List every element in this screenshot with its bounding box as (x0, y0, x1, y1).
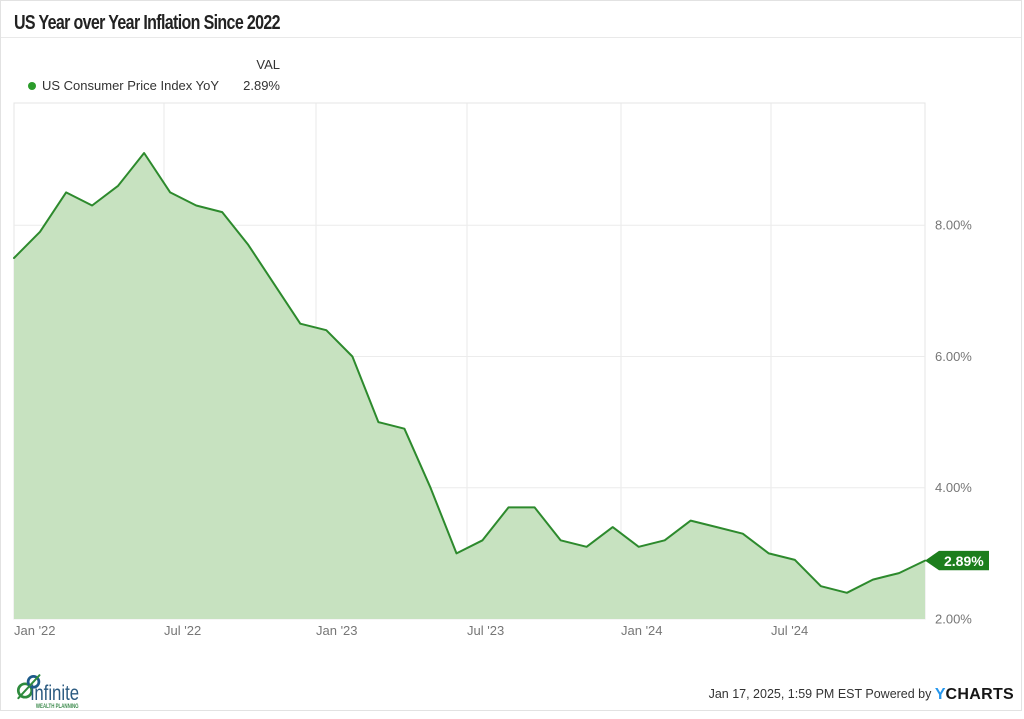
svg-text:2.00%: 2.00% (935, 611, 972, 626)
svg-text:infinite: infinite (31, 682, 80, 705)
svg-text:Jul '22: Jul '22 (164, 623, 201, 638)
svg-text:Jan '22: Jan '22 (14, 623, 56, 638)
svg-text:6.00%: 6.00% (935, 349, 972, 364)
svg-text:4.00%: 4.00% (935, 480, 972, 495)
svg-text:8.00%: 8.00% (935, 218, 972, 233)
svg-text:Jan '23: Jan '23 (316, 623, 358, 638)
svg-text:Jan '24: Jan '24 (621, 623, 663, 638)
svg-text:Jul '23: Jul '23 (467, 623, 504, 638)
svg-text:Jul '24: Jul '24 (771, 623, 808, 638)
svg-text:2.89%: 2.89% (944, 553, 984, 569)
svg-text:WEALTH PLANNING: WEALTH PLANNING (36, 703, 79, 710)
